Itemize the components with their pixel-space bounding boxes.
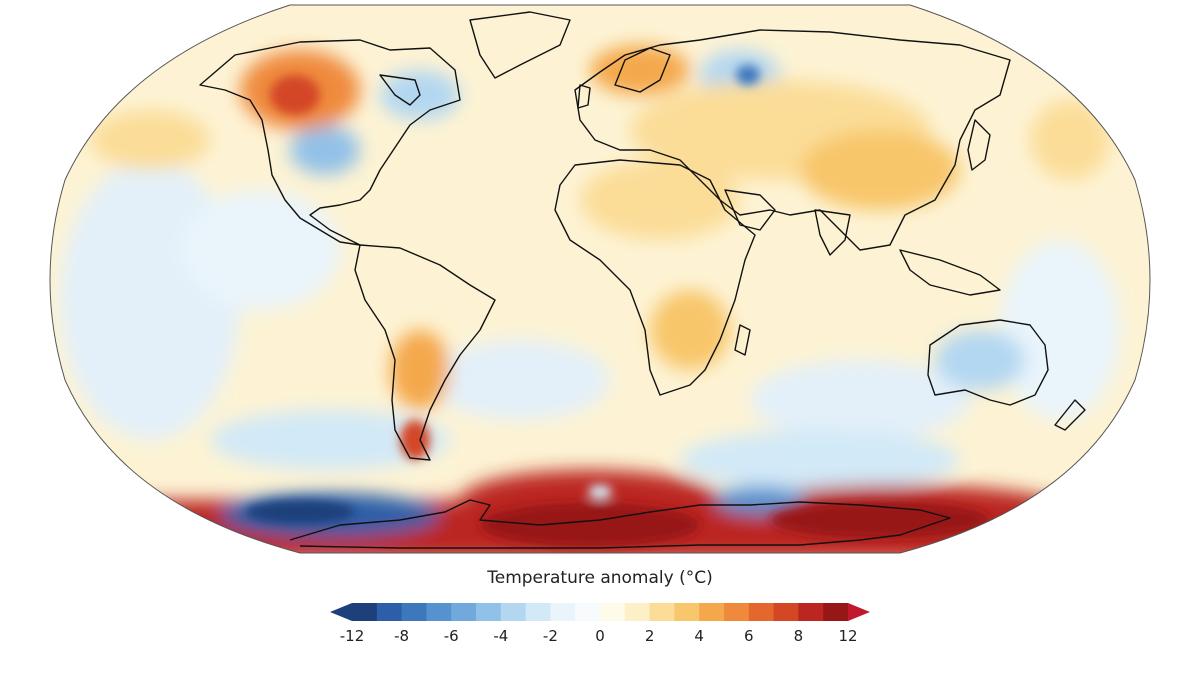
coastline-hudson-bay [379, 74, 421, 106]
anomaly-core [245, 500, 355, 524]
anomaly-blob [290, 125, 360, 175]
colorbar-bin [624, 603, 651, 621]
colorbar-tick-label: 6 [744, 627, 754, 645]
coastline-uk [577, 84, 591, 109]
colorbar-bin [699, 603, 725, 621]
coastline-scandinavia [614, 47, 671, 93]
anomaly-blob [1000, 240, 1120, 420]
colorbar-bin [748, 603, 775, 621]
coastlines [199, 11, 1086, 549]
anomaly-field [50, 5, 1150, 553]
colorbar-bin [376, 603, 403, 621]
coastline-north-america [199, 39, 461, 246]
legend-title: Temperature anomaly (°C) [487, 568, 713, 588]
colorbar-tick-label: -6 [444, 627, 459, 645]
colorbar-bin [600, 603, 626, 621]
anomaly-cores [245, 65, 990, 547]
colorbar-bin [426, 603, 452, 621]
anomaly-core [770, 502, 990, 538]
anomaly-blob [935, 330, 1025, 390]
anomaly-core [400, 420, 430, 460]
colorbar-tick-label: 12 [838, 627, 857, 645]
anomaly-blob [590, 45, 690, 95]
colorbar-tick-label: 2 [645, 627, 655, 645]
anomaly-blob [800, 130, 960, 210]
anomaly-blob [430, 340, 610, 420]
anomaly-blob [1030, 100, 1110, 180]
colorbar-bin [575, 603, 601, 621]
colorbar-bin [401, 603, 427, 621]
anomaly-blob [715, 486, 805, 514]
colorbar-bin [550, 603, 576, 621]
colorbar-bin [649, 603, 675, 621]
anomaly-blob [390, 330, 450, 410]
colorbar-bins [330, 603, 870, 621]
colorbar-extend-high [848, 603, 870, 621]
coastline-japan [967, 119, 991, 171]
colorbar-tick-label: 0 [595, 627, 605, 645]
colorbar-bin [352, 603, 378, 621]
colorbar-tick-label: -2 [543, 627, 558, 645]
coastline-new-zealand [1054, 399, 1086, 431]
anomaly-blob [680, 430, 960, 490]
coastline-india [814, 209, 851, 256]
colorbar-tick-label: -12 [340, 627, 365, 645]
anomaly-core [588, 485, 612, 499]
colorbar-ticks: -12 -8 -6 -4 -2 0 2 4 6 8 12 [340, 627, 858, 645]
anomaly-blob [210, 410, 450, 470]
coastline-africa [554, 159, 756, 396]
colorbar-extend-low [330, 603, 352, 621]
colorbar-tick-label: -4 [493, 627, 508, 645]
coastline-australia [927, 319, 1049, 406]
colorbar-tick-label: 8 [794, 627, 804, 645]
anomaly-core [480, 503, 700, 547]
coastline-greenland [469, 11, 571, 79]
coastline-sea-islands [899, 249, 1001, 296]
coastline-antarctica [289, 499, 951, 549]
colorbar-bin [476, 603, 502, 621]
anomaly-core [736, 65, 760, 85]
colorbar-bin [823, 603, 849, 621]
anomaly-blob [580, 160, 740, 240]
colorbar-bin [451, 603, 477, 621]
colorbar-bin [798, 603, 824, 621]
coastline-eurasia [574, 29, 1011, 251]
anomaly-blob [90, 110, 210, 170]
coastline-south-america [354, 244, 496, 461]
coastline-madagascar [734, 324, 751, 356]
anomaly-blob [650, 290, 730, 370]
colorbar: -12 -8 -6 -4 -2 0 2 4 6 8 12 [330, 603, 870, 645]
colorbar-bin [525, 603, 551, 621]
colorbar-tick-label: 4 [694, 627, 704, 645]
colorbar-bin [724, 603, 750, 621]
colorbar-bin [674, 603, 700, 621]
anomaly-blob [180, 190, 340, 310]
coastline-arabia [724, 189, 776, 231]
anomaly-blob [750, 360, 970, 440]
anomaly-core [270, 75, 320, 115]
map-outline [49, 4, 1151, 554]
world-map [49, 4, 1151, 554]
colorbar-bin [500, 603, 527, 621]
colorbar-bin [773, 603, 799, 621]
colorbar-tick-label: -8 [394, 627, 409, 645]
